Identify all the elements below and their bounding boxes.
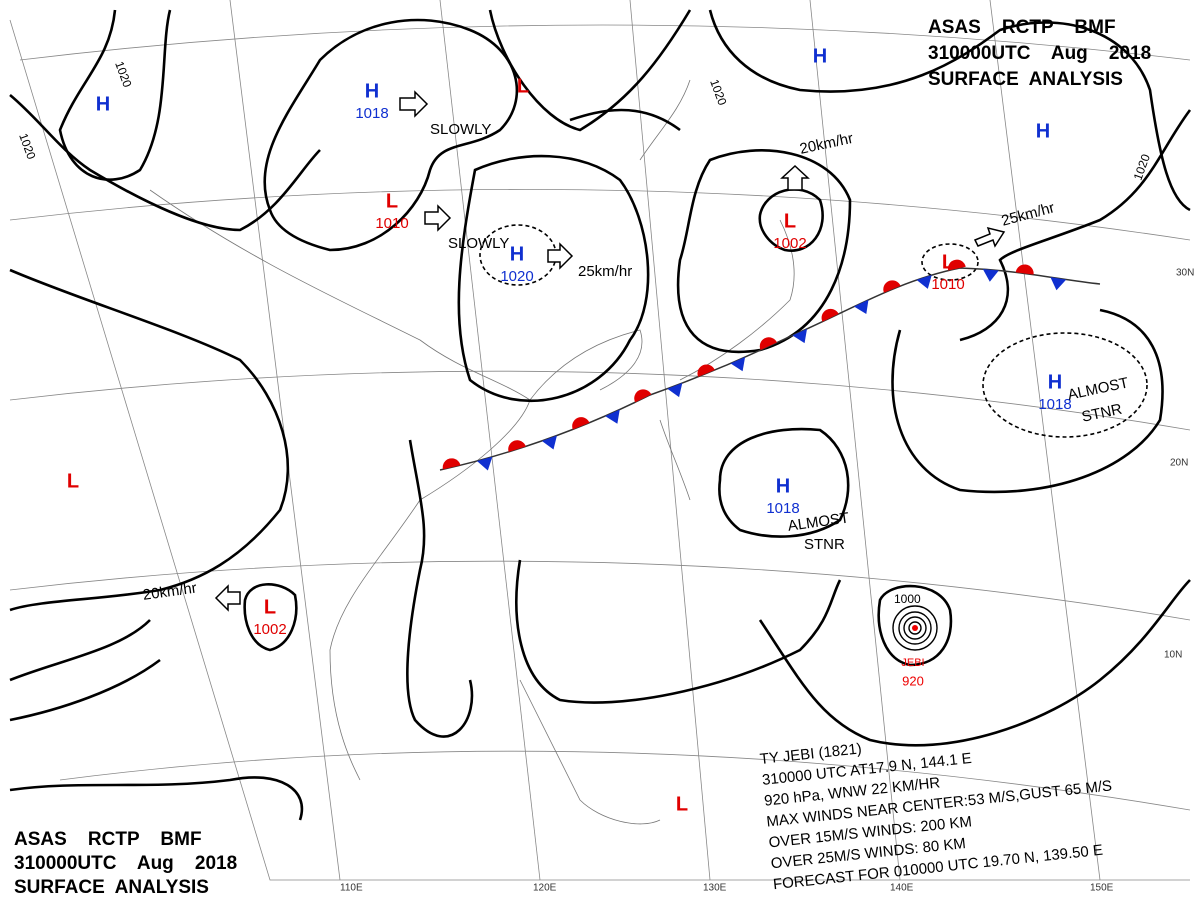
cold-front-mark (605, 409, 620, 424)
center-symbol: H (96, 93, 110, 115)
header-line: 310000UTC Aug 2018 (928, 43, 1151, 64)
center-pressure: 1018 (1038, 396, 1071, 413)
isobar-label: 1000 (894, 592, 921, 606)
header-line: SURFACE ANALYSIS (14, 877, 209, 898)
center-pressure: 1010 (931, 276, 964, 293)
motion-label: SLOWLY (430, 121, 491, 138)
cold-front-mark (982, 269, 999, 282)
motion-label: SLOWLY (448, 235, 509, 252)
lat-label: 30N (1176, 268, 1194, 279)
center-pressure: 1018 (355, 105, 388, 122)
header-line: 310000UTC Aug 2018 (14, 853, 237, 874)
lon-label: 110E (340, 883, 363, 894)
header-line: SURFACE ANALYSIS (928, 69, 1123, 90)
center-pressure: 1002 (253, 621, 286, 638)
warm-front-mark (572, 417, 590, 430)
center-symbol: L (264, 596, 276, 618)
cold-front-mark (476, 456, 493, 471)
cold-front-mark (730, 356, 746, 372)
header-line: ASAS RCTP BMF (14, 829, 202, 850)
typhoon-center (912, 625, 918, 631)
center-symbol: H (1048, 371, 1062, 393)
center-symbol: H (1036, 120, 1050, 142)
cold-front-mark (792, 328, 808, 344)
coastlines (149, 79, 795, 825)
center-pressure: 1018 (766, 500, 799, 517)
motions: SLOWLY SLOWLY 25km/hr 20km/hr 25km/hr 20… (142, 121, 1130, 604)
warm-front-mark (1015, 264, 1034, 275)
center-symbol: L (386, 190, 398, 212)
lat-label: 10N (1164, 650, 1182, 661)
typhoon-pressure: 920 (902, 673, 924, 688)
lon-label: 130E (703, 883, 727, 894)
center-symbol: L (942, 251, 954, 273)
header-bottom: ASAS RCTP BMF 310000UTC Aug 2018 SURFACE… (14, 829, 237, 898)
front-symbols (442, 259, 1067, 471)
center-symbol: L (676, 793, 688, 815)
warm-front-mark (508, 440, 526, 452)
cold-front-mark (1050, 277, 1067, 291)
longitude-labels: 110E 120E 130E 140E 150E (340, 883, 1114, 894)
lon-label: 150E (1090, 883, 1114, 894)
center-pressure: 1010 (375, 215, 408, 232)
cold-front-mark (667, 383, 683, 398)
cold-front-mark (541, 435, 557, 450)
header-line: ASAS RCTP BMF (928, 17, 1116, 38)
isobars (9, 9, 1192, 821)
lon-label: 120E (533, 883, 557, 894)
lat-label: 20N (1170, 458, 1188, 469)
center-symbol: L (784, 210, 796, 232)
warm-front-mark (697, 364, 715, 377)
cold-front-mark (853, 299, 869, 315)
lon-label: 140E (890, 883, 914, 894)
warm-front-mark (883, 280, 901, 293)
center-symbol: L (517, 75, 529, 97)
warm-front-mark (759, 337, 777, 351)
motion-arrows (214, 90, 1006, 612)
warm-front-mark (442, 458, 461, 470)
warm-front-mark (634, 389, 652, 403)
center-symbol: H (813, 45, 827, 67)
center-symbol: H (776, 475, 790, 497)
motion-label: 25km/hr (578, 263, 632, 280)
warm-front-mark (947, 259, 966, 271)
warm-front-mark (821, 308, 839, 322)
latitude-labels: 30N 20N 10N (1164, 268, 1194, 661)
center-pressure: 1020 (500, 268, 533, 285)
center-symbol: L (67, 470, 79, 492)
typhoon-name: JEBI (901, 657, 924, 669)
cold-front-mark (916, 275, 932, 289)
center-pressure: 1002 (773, 235, 806, 252)
pressure-centers: H H 1018 L L 1010 H 1020 L 1002 L 1010 H H H 1018 L H 1018… (67, 45, 1072, 815)
motion-label: STNR (804, 536, 845, 553)
center-symbol: H (365, 80, 379, 102)
center-symbol: H (510, 243, 524, 265)
header-top: ASAS RCTP BMF 310000UTC Aug 2018 SURFACE… (928, 17, 1151, 90)
